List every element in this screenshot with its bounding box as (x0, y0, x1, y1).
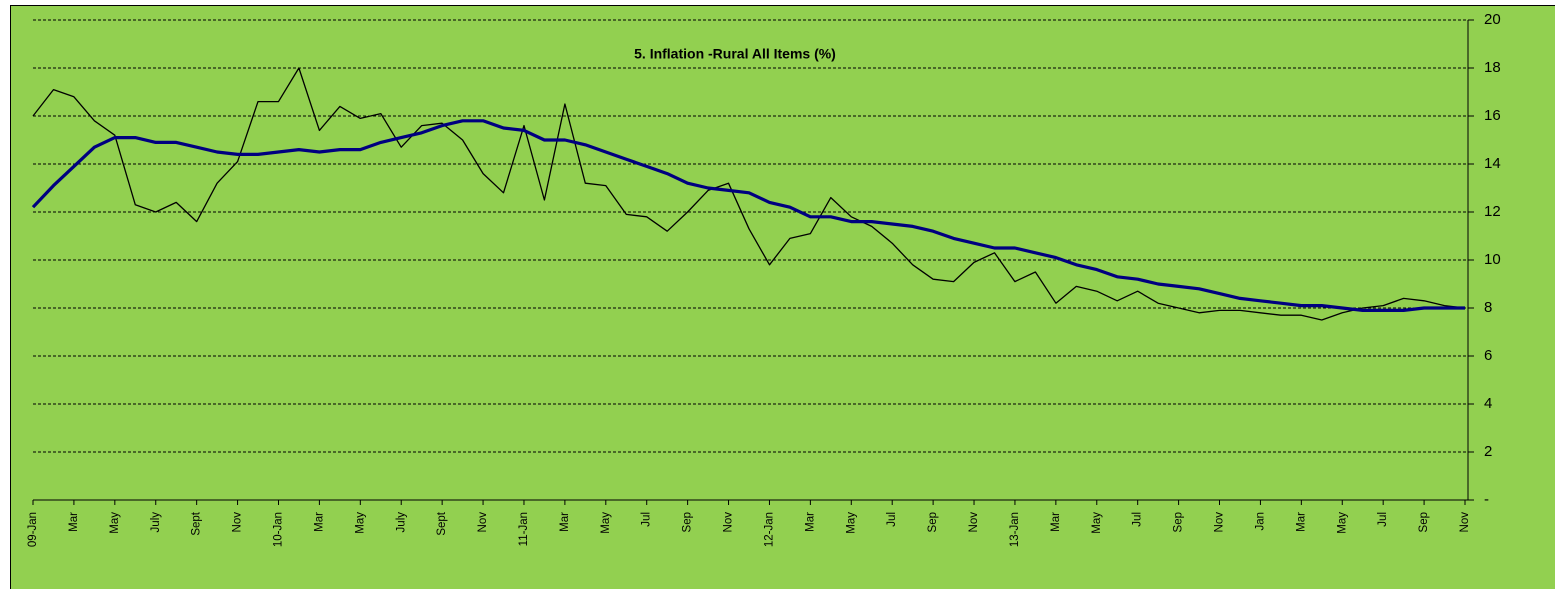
x-tick-label: Sep (1418, 512, 1430, 532)
x-tick-label: Mar (1295, 512, 1307, 532)
x-tick-label: Sep (1173, 512, 1185, 532)
x-tick-label: May (354, 512, 366, 534)
y-tick-label: 12 (1484, 203, 1501, 220)
x-tick-label: Nov (723, 512, 735, 533)
x-tick-label: May (109, 512, 121, 534)
x-tick-label: Nov (1214, 512, 1226, 533)
x-tick-label: Sep (927, 512, 939, 532)
y-tick-label: 4 (1484, 395, 1492, 412)
x-tick-label: Jul (886, 512, 898, 527)
x-tick-label: Jul (1377, 512, 1389, 527)
x-tick-label: Mar (313, 512, 325, 532)
y-tick-label: 20 (1484, 11, 1501, 28)
chart-background (10, 5, 1555, 589)
x-tick-label: July (395, 512, 407, 533)
y-tick-label: 6 (1484, 347, 1492, 364)
y-tick-label: 8 (1484, 299, 1492, 316)
y-tick-label: 10 (1484, 251, 1501, 268)
x-tick-label: 13-Jan (1009, 512, 1021, 547)
chart-title: 5. Inflation -Rural All Items (%) (634, 46, 836, 62)
x-tick-label: May (600, 512, 612, 534)
y-tick-label: 14 (1484, 155, 1501, 172)
y-tick-label: 16 (1484, 107, 1501, 124)
x-tick-label: 12-Jan (763, 512, 775, 547)
y-tick-label: 18 (1484, 59, 1501, 76)
x-tick-label: Jan (1254, 512, 1266, 531)
x-tick-label: Sept (436, 511, 448, 535)
x-tick-label: Nov (477, 512, 489, 533)
x-tick-label: Mar (804, 512, 816, 532)
x-tick-label: Sep (682, 512, 694, 532)
y-tick-label: 2 (1484, 443, 1492, 460)
x-tick-label: Jul (641, 512, 653, 527)
x-tick-label: Nov (1459, 512, 1471, 533)
x-tick-label: Nov (968, 512, 980, 533)
x-tick-label: 11-Jan (518, 512, 530, 546)
x-tick-label: May (845, 512, 857, 534)
x-tick-label: 09-Jan (27, 512, 39, 547)
x-tick-label: Jul (1132, 512, 1144, 527)
x-tick-label: July (150, 512, 162, 533)
x-tick-label: May (1336, 512, 1348, 534)
series-line (32, 67, 1466, 321)
x-tick-label: Sept (191, 511, 203, 535)
x-tick-label: Nov (232, 512, 244, 533)
series-line (31, 119, 1465, 312)
x-tick-label: Mar (1050, 512, 1062, 532)
x-tick-label: May (1091, 512, 1103, 534)
x-tick-label: Mar (68, 512, 80, 532)
x-tick-label: 10-Jan (273, 512, 285, 547)
x-tick-label: Mar (559, 512, 571, 532)
y-tick-label: - (1484, 491, 1489, 508)
